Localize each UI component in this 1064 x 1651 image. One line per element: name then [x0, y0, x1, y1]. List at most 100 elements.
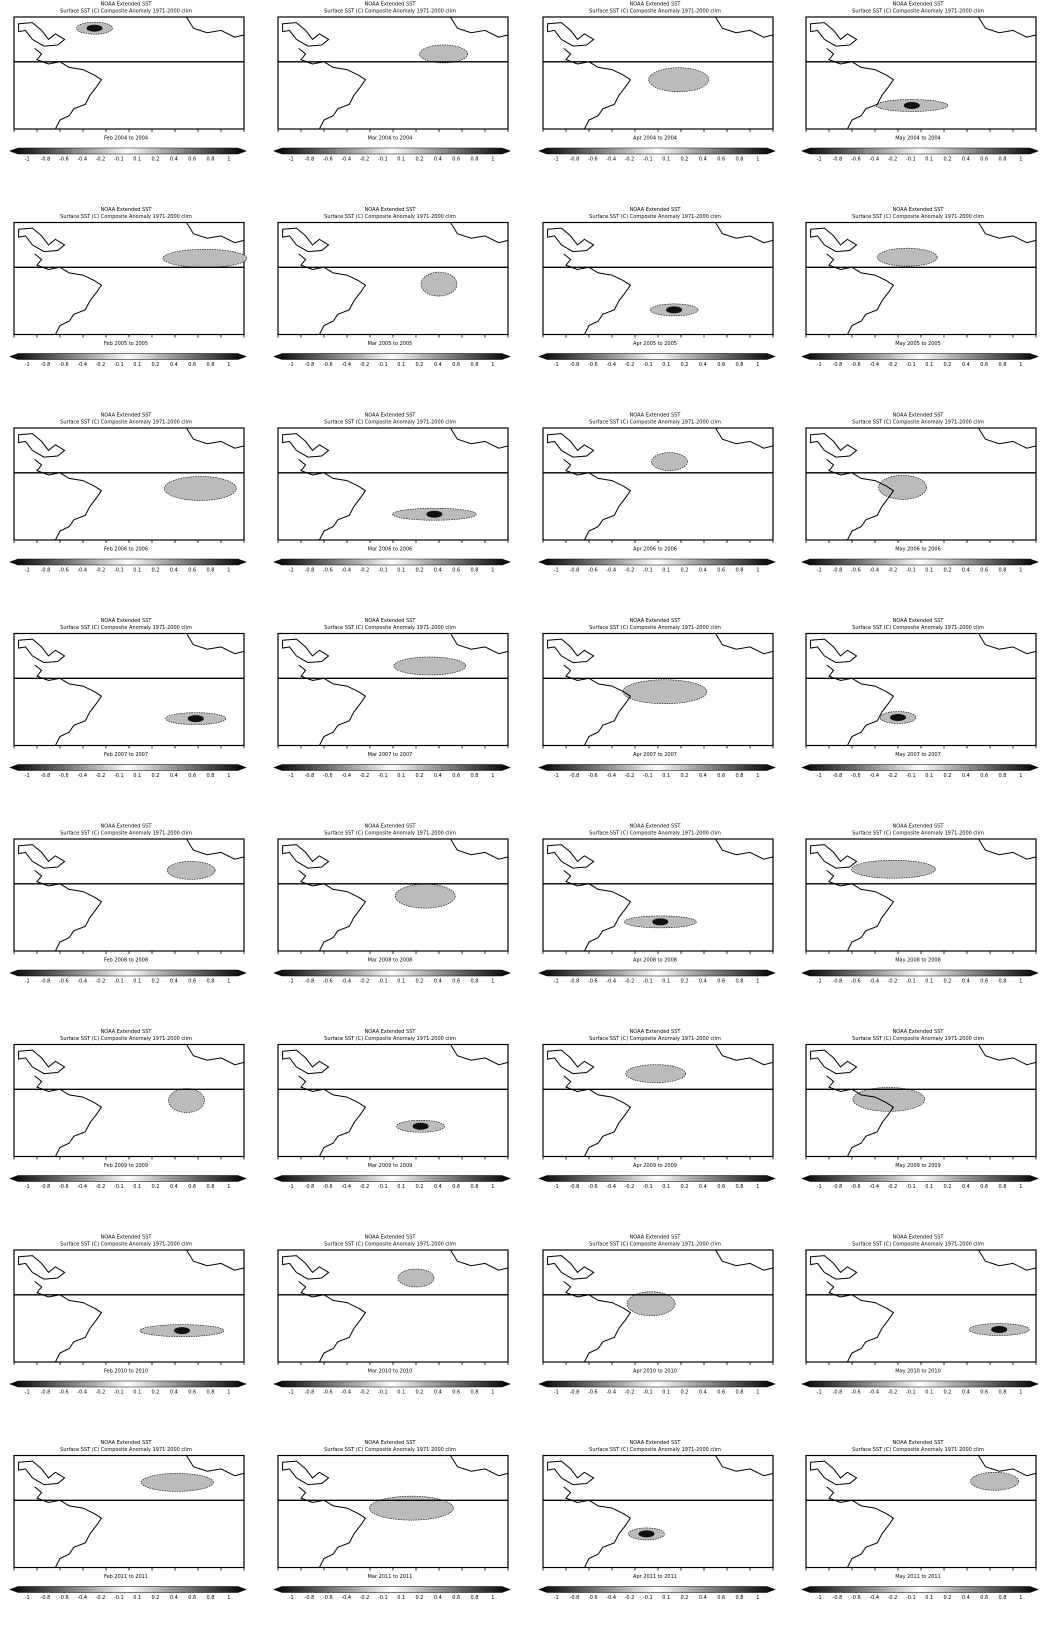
panel: NOAA Extended SSTSurface SST (C) Composi…: [274, 1235, 510, 1396]
colorbar-tick-label: 0.4: [170, 1184, 178, 1190]
colorbar-tick-label: -0.6: [323, 979, 333, 985]
panel-title: NOAA Extended SST: [365, 1029, 417, 1035]
colorbar-tick-label: 0.1: [925, 157, 933, 163]
colorbar-tick-label: 1: [1019, 157, 1022, 163]
panel-subtitle: Surface SST (C) Composite Anomaly 1971-2…: [60, 831, 192, 837]
colorbar-tick-label: 0.2: [681, 1595, 689, 1601]
colorbar-tick-label: 0.1: [397, 1595, 405, 1601]
colorbar-tick-label: -0.1: [906, 1390, 916, 1396]
colorbar-tick-label: 0.8: [471, 157, 479, 163]
map: [806, 839, 1036, 954]
colorbar-tick-label: -1: [289, 1390, 294, 1396]
colorbar-tick-label: -0.8: [41, 568, 51, 574]
colorbar-tick-label: 0.6: [188, 362, 196, 368]
colorbar-tick-label: 0.1: [397, 568, 405, 574]
colorbar: [274, 1381, 510, 1387]
anomaly-shading: [652, 453, 688, 471]
colorbar-tick-label: -1: [25, 773, 30, 779]
colorbar-tick-label: -0.2: [888, 1595, 898, 1601]
colorbar-tick-label: -0.2: [360, 568, 370, 574]
map: [14, 839, 244, 954]
colorbar-tick-label: -0.2: [625, 1390, 635, 1396]
panel: NOAA Extended SSTSurface SST (C) Composi…: [802, 824, 1038, 985]
anomaly-core: [413, 1123, 429, 1130]
colorbar-tick-label: -0.8: [833, 773, 843, 779]
colorbar-tick-label: -0.1: [114, 1184, 124, 1190]
map: [543, 839, 773, 954]
colorbar-tick-label: 0.1: [133, 362, 141, 368]
colorbar-tick-label: 0.1: [397, 1184, 405, 1190]
colorbar-tick-label: -0.8: [570, 1390, 580, 1396]
colorbar-tick-label: 0.2: [944, 979, 952, 985]
map: [806, 634, 1036, 749]
colorbar-tick-label: -0.1: [114, 773, 124, 779]
colorbar-tick-label: -1: [289, 568, 294, 574]
colorbar-tick-label: -0.2: [360, 979, 370, 985]
colorbar-tick-label: -0.4: [341, 157, 351, 163]
colorbar-tick-label: 0.6: [717, 979, 725, 985]
panel-subtitle: Surface SST (C) Composite Anomaly 1971-2…: [852, 1242, 984, 1248]
map: [278, 634, 508, 749]
anomaly-shading: [169, 1089, 205, 1113]
colorbar-tick-label: -0.1: [114, 362, 124, 368]
colorbar-tick-label: 0.4: [170, 1390, 178, 1396]
panel-subtitle: Surface SST (C) Composite Anomaly 1971-2…: [589, 214, 721, 220]
colorbar-tick-label: -1: [817, 1595, 822, 1601]
colorbar: [10, 765, 246, 771]
colorbar-tick-label: -0.2: [96, 157, 106, 163]
panel-title: NOAA Extended SST: [630, 207, 682, 213]
panel-period: Feb 2007 to 2007: [104, 752, 148, 758]
map-frame: [278, 634, 508, 746]
colorbar: [802, 148, 1038, 154]
colorbar-tick-label: 0.1: [397, 979, 405, 985]
colorbar: [802, 354, 1038, 360]
colorbar-tick-label: 0.1: [925, 362, 933, 368]
colorbar-tick-label: 0.1: [925, 1184, 933, 1190]
colorbar-tick-label: -0.1: [643, 362, 653, 368]
colorbar-tick-label: -0.6: [851, 157, 861, 163]
colorbar: [539, 1176, 775, 1182]
colorbar-tick-label: 0.2: [944, 1595, 952, 1601]
panel-title: NOAA Extended SST: [365, 2, 417, 8]
colorbar-tick-label: -0.6: [588, 157, 598, 163]
colorbar-tick-label: 0.6: [717, 773, 725, 779]
colorbar-tick-label: -0.4: [869, 979, 879, 985]
colorbar-tick-label: -0.6: [588, 1595, 598, 1601]
colorbar-tick-label: -1: [25, 979, 30, 985]
colorbar-tick-label: -0.4: [869, 157, 879, 163]
map: [806, 428, 1036, 543]
map-frame: [806, 17, 1036, 129]
panel-title: NOAA Extended SST: [630, 1029, 682, 1035]
colorbar-tick-label: 1: [756, 1595, 759, 1601]
colorbar-tick-label: 0.8: [736, 568, 744, 574]
colorbar-tick-label: 0.6: [188, 773, 196, 779]
colorbar-tick-label: 0.1: [925, 979, 933, 985]
colorbar-tick-label: -0.6: [59, 979, 69, 985]
panel-title: NOAA Extended SST: [365, 824, 417, 830]
colorbar-tick-label: -0.2: [625, 362, 635, 368]
panel-period: Mar 2011 to 2011: [368, 1574, 413, 1580]
panel: NOAA Extended SSTSurface SST (C) Composi…: [802, 2, 1038, 163]
colorbar-tick-label: -0.2: [625, 773, 635, 779]
colorbar-tick-label: -0.2: [96, 1184, 106, 1190]
colorbar-tick-label: -1: [817, 362, 822, 368]
colorbar-tick-label: -0.1: [906, 773, 916, 779]
colorbar-tick-label: -1: [25, 362, 30, 368]
colorbar-tick-label: 0.4: [170, 157, 178, 163]
colorbar-tick-label: 0.8: [207, 1184, 215, 1190]
panel-period: Mar 2005 to 2005: [368, 341, 413, 347]
panel-subtitle: Surface SST (C) Composite Anomaly 1971-2…: [324, 9, 456, 15]
colorbar-tick-label: -0.1: [643, 1184, 653, 1190]
colorbar-tick-label: -0.4: [869, 773, 879, 779]
colorbar-tick-label: 0.2: [944, 1184, 952, 1190]
map-frame: [14, 223, 244, 335]
panel-title: NOAA Extended SST: [893, 618, 945, 624]
colorbar-tick-label: 0.1: [397, 773, 405, 779]
colorbar-tick-label: -0.1: [906, 568, 916, 574]
panel-title: NOAA Extended SST: [101, 618, 153, 624]
colorbar-tick-label: -0.1: [378, 1390, 388, 1396]
colorbar-tick-label: -0.8: [833, 979, 843, 985]
colorbar-tick-label: 0.6: [980, 568, 988, 574]
colorbar: [274, 765, 510, 771]
